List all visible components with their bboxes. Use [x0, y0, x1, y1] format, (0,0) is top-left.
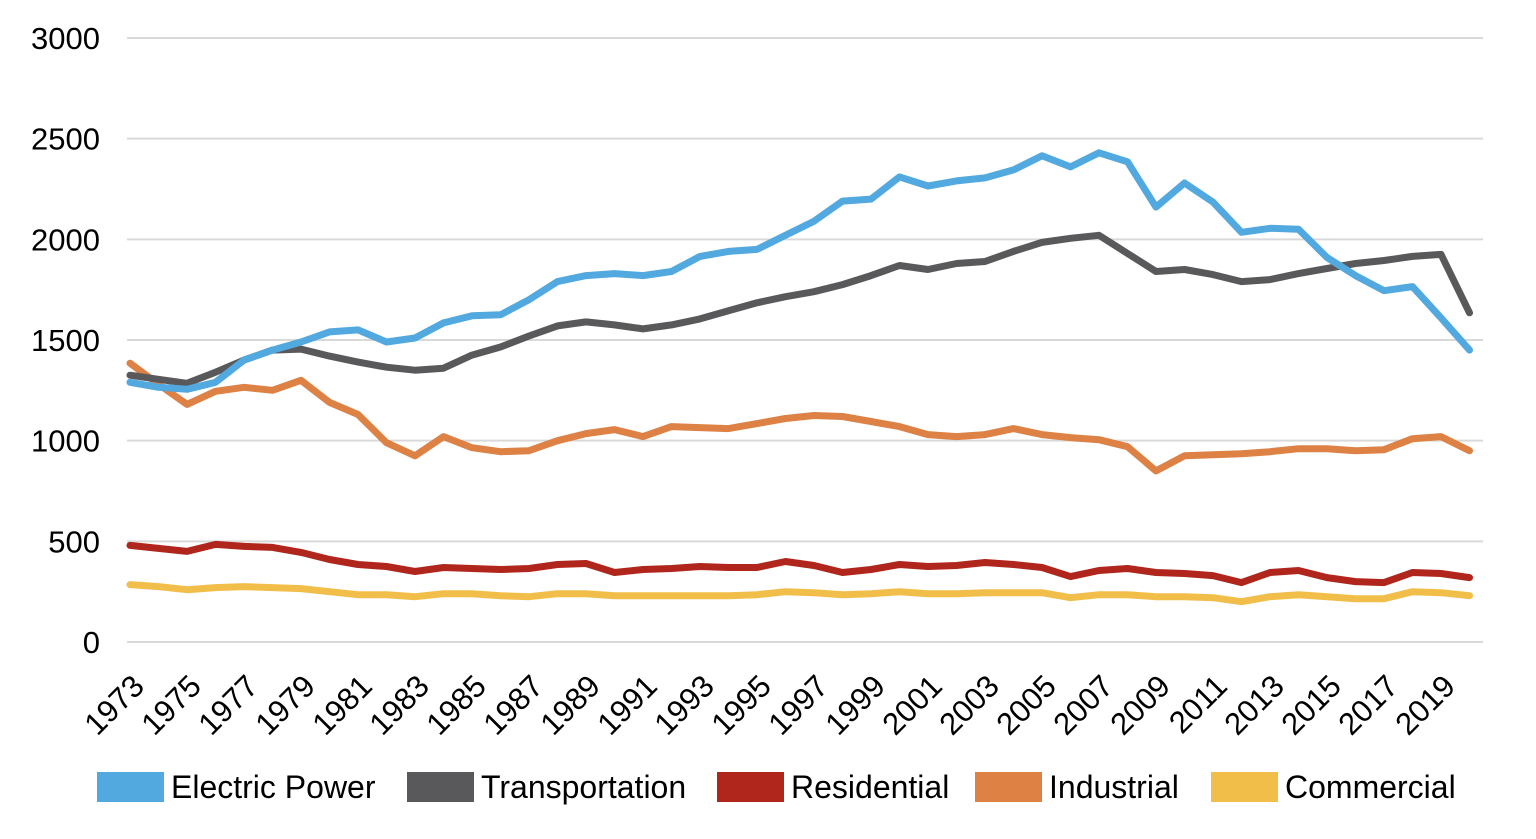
legend-swatch-residential [717, 772, 784, 802]
y-axis-label-1500: 1500 [31, 323, 100, 358]
legend-label-electric-power: Electric Power [171, 769, 376, 805]
y-axis-label-1000: 1000 [31, 424, 100, 459]
legend-label-transportation: Transportation [481, 769, 686, 805]
y-axis-label-2000: 2000 [31, 222, 100, 257]
series-line-electric-power [126, 149, 1473, 393]
y-axis-label-2500: 2500 [31, 122, 100, 157]
legend-label-residential: Residential [791, 769, 949, 805]
series-line-residential [126, 540, 1473, 587]
series-line-industrial [126, 359, 1473, 475]
y-axis-label-500: 500 [48, 524, 100, 559]
legend-swatch-commercial [1211, 772, 1278, 802]
legend-swatch-industrial [975, 772, 1042, 802]
series-line-transportation [126, 231, 1473, 387]
y-axis-label-3000: 3000 [31, 21, 100, 56]
y-axis-label-0: 0 [83, 625, 100, 660]
legend-label-industrial: Industrial [1049, 769, 1179, 805]
legend-swatch-transportation [407, 772, 474, 802]
series-line-commercial [126, 581, 1473, 606]
legend-swatch-electric-power [97, 772, 164, 802]
legend-label-commercial: Commercial [1285, 769, 1456, 805]
